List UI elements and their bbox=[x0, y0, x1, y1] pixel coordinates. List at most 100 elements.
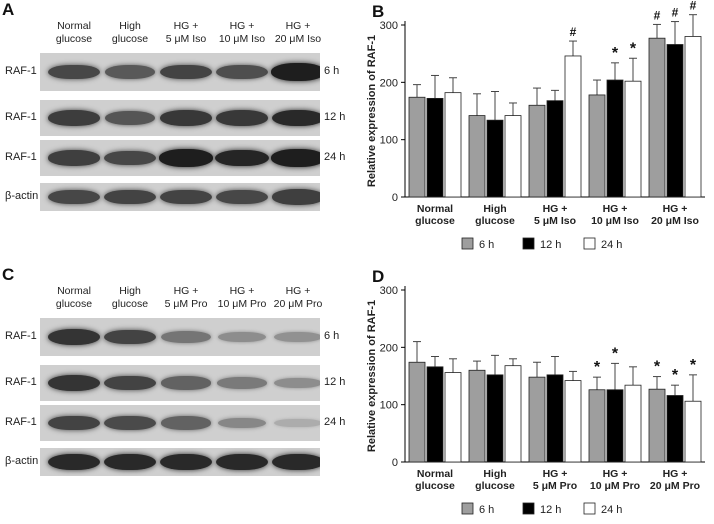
blot-band bbox=[48, 150, 100, 166]
blot-strip bbox=[40, 140, 320, 176]
blot-time-label: 24 h bbox=[324, 151, 346, 163]
blot-strip bbox=[40, 405, 320, 441]
lane-header: Normal glucose bbox=[55, 285, 93, 310]
bar bbox=[546, 100, 564, 198]
y-tick-label: 200 bbox=[380, 77, 398, 89]
bar bbox=[504, 365, 522, 463]
bar bbox=[426, 366, 444, 463]
significance-mark: * bbox=[612, 345, 619, 362]
y-tick-label: 0 bbox=[392, 457, 398, 469]
x-tick-label: Normal bbox=[417, 203, 453, 215]
bar bbox=[606, 389, 624, 463]
x-tick-label: High bbox=[483, 468, 506, 480]
significance-mark: # bbox=[672, 6, 679, 20]
blot-band bbox=[272, 189, 320, 205]
panel-label: B bbox=[372, 2, 384, 21]
blot-band bbox=[159, 110, 213, 126]
significance-mark: * bbox=[690, 357, 697, 374]
blot-band bbox=[271, 63, 320, 81]
significance-mark: # bbox=[690, 0, 697, 13]
blot-band bbox=[215, 149, 269, 167]
blot-band bbox=[216, 189, 268, 205]
blot-band bbox=[47, 453, 101, 471]
legend-label: 12 h bbox=[540, 504, 561, 516]
significance-mark: * bbox=[612, 45, 619, 62]
blot-band bbox=[48, 189, 100, 205]
blot-band bbox=[216, 64, 268, 80]
x-tick-label: HG + bbox=[663, 203, 688, 215]
x-tick-label: HG + bbox=[543, 468, 568, 480]
y-tick-label: 300 bbox=[380, 285, 398, 297]
legend-swatch bbox=[522, 502, 535, 515]
bar bbox=[624, 80, 642, 198]
x-tick-label: HG + bbox=[543, 203, 568, 215]
blot-band bbox=[47, 329, 101, 345]
lane-header: HG +10 μM Iso bbox=[218, 20, 266, 45]
y-tick-label: 100 bbox=[380, 135, 398, 147]
blot-band bbox=[273, 377, 320, 389]
blot-band bbox=[271, 453, 320, 471]
legend-label: 24 h bbox=[601, 504, 622, 516]
bar bbox=[486, 374, 504, 463]
legend-label: 24 h bbox=[601, 239, 622, 251]
blot-band bbox=[217, 417, 267, 429]
significance-mark: * bbox=[594, 359, 601, 376]
legend-swatch bbox=[583, 502, 596, 515]
significance-mark: # bbox=[654, 8, 661, 22]
bar bbox=[408, 361, 426, 463]
bar bbox=[528, 376, 546, 463]
blot-band bbox=[104, 375, 156, 391]
blot-band bbox=[273, 331, 320, 343]
legend-swatch bbox=[522, 237, 535, 250]
bar bbox=[444, 372, 462, 463]
bar bbox=[528, 104, 546, 198]
legend-label: 6 h bbox=[479, 239, 494, 251]
bar bbox=[588, 389, 606, 463]
x-tick-label: 5 μM Pro bbox=[533, 480, 577, 492]
blot-strip bbox=[40, 183, 320, 211]
blot-band bbox=[48, 110, 100, 126]
panel-label-c: C bbox=[2, 265, 15, 284]
blot-time-label: 24 h bbox=[324, 416, 346, 428]
bar bbox=[468, 369, 486, 463]
blot-band bbox=[104, 329, 156, 345]
blot-row-label: RAF-1 bbox=[5, 65, 37, 77]
blot-time-label: 12 h bbox=[324, 376, 346, 388]
y-tick-label: 0 bbox=[392, 192, 398, 204]
lane-header: HG +20 μM Iso bbox=[274, 20, 322, 45]
blot-row-label: RAF-1 bbox=[5, 416, 37, 428]
bar bbox=[648, 37, 666, 198]
legend-swatch bbox=[461, 502, 474, 515]
bar bbox=[486, 119, 504, 198]
bar bbox=[504, 115, 522, 198]
legend-swatch bbox=[461, 237, 474, 250]
x-tick-label: glucose bbox=[475, 480, 515, 492]
blot-band bbox=[160, 376, 212, 390]
bar bbox=[666, 44, 684, 198]
blot-time-label: 6 h bbox=[324, 65, 340, 77]
x-tick-label: 10 μM Iso bbox=[591, 215, 639, 227]
blot-time-label: 12 h bbox=[324, 111, 346, 123]
bar bbox=[606, 79, 624, 198]
blot-band bbox=[48, 415, 100, 431]
blot-band bbox=[160, 64, 212, 80]
significance-mark: * bbox=[654, 359, 661, 376]
bar bbox=[564, 380, 582, 463]
bar bbox=[408, 96, 426, 198]
blot-band bbox=[215, 453, 269, 471]
legend-label: 6 h bbox=[479, 504, 494, 516]
blot-band bbox=[48, 64, 100, 80]
blot-band bbox=[104, 111, 156, 125]
lane-header: HG +20 μM Pro bbox=[273, 285, 323, 310]
blot-band bbox=[274, 418, 320, 428]
lane-header: HG +5 μM Iso bbox=[165, 20, 207, 45]
x-tick-label: High bbox=[483, 203, 506, 215]
bar bbox=[648, 388, 666, 463]
blot-row-label: RAF-1 bbox=[5, 151, 37, 163]
blot-row-label: RAF-1 bbox=[5, 330, 37, 342]
blot-band bbox=[271, 149, 320, 167]
blot-row-label: β-actin bbox=[5, 455, 39, 467]
blot-band bbox=[159, 453, 213, 471]
